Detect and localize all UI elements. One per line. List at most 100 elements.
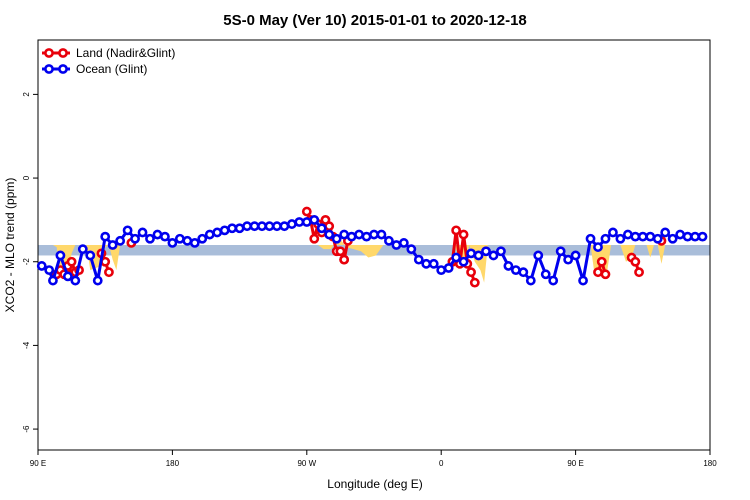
- ocean-point-48: [391, 240, 402, 250]
- ocean-point-72: [570, 250, 581, 261]
- land-fill-8: [657, 245, 669, 264]
- ocean-point-32: [272, 221, 282, 232]
- ocean-point-66: [525, 275, 536, 286]
- ocean-point-73: [578, 275, 588, 286]
- ocean-point-83: [652, 233, 663, 244]
- ocean-point-56: [451, 252, 462, 263]
- ocean-point-26: [227, 223, 238, 234]
- y-tick-label-0: 2: [22, 92, 31, 97]
- land-fill-3: [318, 236, 384, 258]
- land-point-6-3: [458, 229, 469, 240]
- ocean-point-8: [92, 275, 103, 286]
- ocean-point-87: [682, 231, 693, 242]
- ocean-point-18: [167, 238, 178, 248]
- ocean-point-36: [301, 217, 312, 227]
- ocean-point-59: [473, 250, 484, 261]
- ocean-point-44: [361, 231, 372, 242]
- legend-marker-a-0: [44, 48, 54, 58]
- ocean-point-81: [637, 231, 648, 242]
- land-fill-7: [646, 245, 654, 258]
- ocean-point-70: [555, 246, 566, 257]
- ocean-point-47: [384, 235, 394, 246]
- ocean-point-64: [510, 265, 521, 276]
- ocean-point-25: [219, 225, 230, 236]
- ocean-point-79: [622, 229, 633, 240]
- x-tick-label-4: 90 E: [567, 459, 583, 468]
- y-tick-label-4: -6: [22, 425, 31, 433]
- ocean-point-50: [406, 244, 417, 255]
- ocean-point-55: [443, 263, 454, 273]
- ocean-point-30: [257, 221, 267, 232]
- ocean-point-4: [62, 271, 73, 282]
- legend-marker-b-0: [58, 48, 68, 58]
- ocean-point-31: [264, 221, 275, 232]
- ocean-point-0: [36, 261, 47, 271]
- ocean-point-13: [130, 233, 140, 244]
- ocean-point-53: [428, 258, 439, 269]
- ocean-point-88: [690, 231, 700, 242]
- land-point-6-1: [451, 225, 462, 236]
- ocean-point-23: [204, 229, 215, 240]
- land-point-6-6: [469, 277, 480, 288]
- ocean-point-7: [85, 250, 96, 261]
- ocean-point-15: [145, 233, 155, 244]
- ocean-point-84: [660, 227, 671, 238]
- ocean-point-22: [197, 233, 208, 244]
- ocean-point-80: [630, 231, 641, 242]
- land-point-4-9: [335, 246, 346, 257]
- chart-title: 5S-0 May (Ver 10) 2015-01-01 to 2020-12-…: [223, 12, 527, 29]
- land-point-8-1: [630, 256, 641, 267]
- ocean-point-76: [600, 233, 611, 244]
- plot-area: 90 E 180 90 W 0 90 E 180 2 0 -2 -4 -6: [22, 39, 717, 468]
- ocean-point-65: [518, 267, 529, 278]
- x-tick-label-1: 180: [166, 459, 180, 468]
- legend: Land (Nadir&Glint) Ocean (Glint): [42, 46, 175, 76]
- ocean-point-21: [189, 238, 200, 248]
- land-fill-2: [108, 245, 121, 271]
- ocean-point-14: [137, 227, 148, 238]
- ocean-point-1: [44, 265, 55, 276]
- ocean-point-82: [645, 231, 656, 242]
- land-point-5-0: [339, 254, 350, 265]
- ocean-point-75: [593, 242, 603, 252]
- ocean-point-16: [152, 229, 163, 240]
- ocean-point-20: [182, 235, 193, 246]
- ocean-point-35: [294, 217, 305, 227]
- legend-label-0: Land (Nadir&Glint): [76, 46, 175, 60]
- ocean-point-45: [369, 229, 379, 240]
- ocean-point-46: [376, 229, 387, 240]
- ocean-point-17: [160, 231, 170, 242]
- ocean-point-57: [458, 256, 469, 267]
- x-tick-label-3: 0: [439, 459, 444, 468]
- ocean-point-86: [675, 229, 686, 240]
- land-point-4-0: [301, 206, 312, 217]
- ocean-point-85: [667, 233, 678, 244]
- ocean-point-49: [398, 238, 409, 248]
- ocean-point-34: [286, 219, 297, 229]
- ocean-point-10: [107, 240, 118, 250]
- ocean-point-78: [615, 233, 626, 244]
- ocean-point-40: [331, 233, 342, 244]
- y-tick-label-1: 0: [22, 175, 31, 180]
- plot-frame: [37, 39, 711, 451]
- land-point-4-2: [309, 233, 320, 244]
- legend-label-1: Ocean (Glint): [76, 62, 147, 76]
- ocean-point-42: [346, 231, 357, 242]
- ocean-point-2: [48, 275, 58, 286]
- x-axis-label: Longitude (deg E): [327, 477, 422, 491]
- ocean-point-60: [481, 246, 491, 257]
- ocean-point-24: [212, 227, 223, 238]
- ocean-point-51: [413, 254, 424, 265]
- ocean-point-29: [249, 221, 260, 232]
- ocean-point-61: [488, 250, 499, 261]
- ocean-point-69: [548, 275, 559, 286]
- land-point-4-6: [324, 221, 335, 232]
- legend-marker-a-1: [44, 64, 54, 74]
- land-point-7-2: [600, 269, 611, 280]
- ocean-point-12: [122, 225, 133, 236]
- y-axis-label: XCO2 - MLO trend (ppm): [3, 178, 17, 313]
- x-tick-label-0: 90 E: [30, 459, 46, 468]
- land-point-6-5: [466, 267, 476, 278]
- ocean-point-89: [697, 231, 708, 242]
